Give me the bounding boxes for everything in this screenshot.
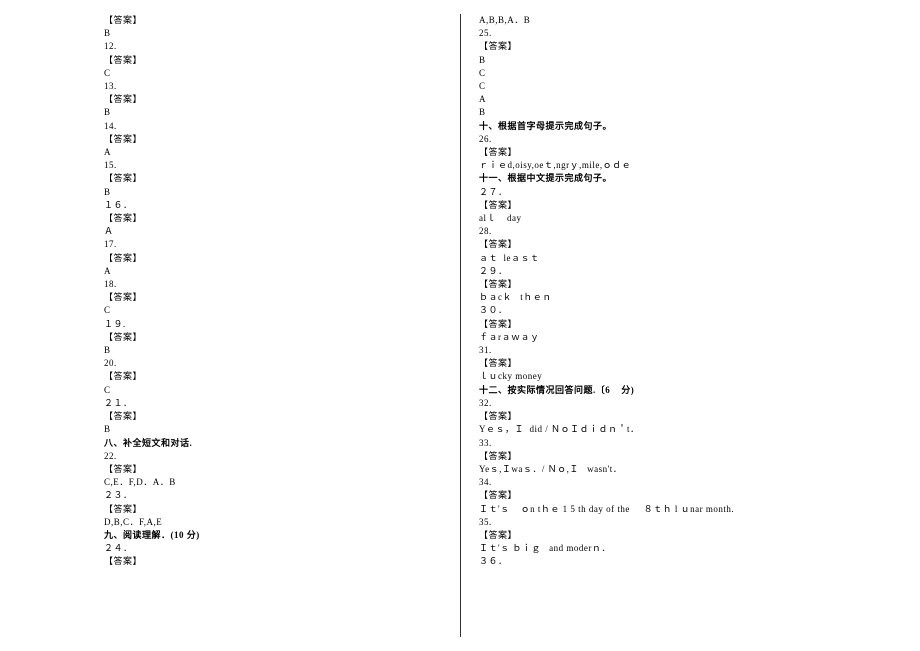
text-line: alｌ day xyxy=(479,212,920,225)
text-line: 14. xyxy=(104,120,460,133)
text-line: 【答案】 xyxy=(104,503,460,516)
text-line: C,E．F,D．A．B xyxy=(104,476,460,489)
text-line: 【答案】 xyxy=(104,252,460,265)
text-line: １６． xyxy=(104,199,460,212)
text-line: 33. xyxy=(479,437,920,450)
text-line: ｂａcｋ tｈｅｎ xyxy=(479,291,920,304)
text-line: C xyxy=(104,304,460,317)
text-line: A,B,B,A．B xyxy=(479,14,920,27)
text-line: 28. xyxy=(479,225,920,238)
text-line: 【答案】 xyxy=(479,146,920,159)
text-line: ３６． xyxy=(479,555,920,568)
text-line: 【答案】 xyxy=(104,54,460,67)
text-line: 31. xyxy=(479,344,920,357)
text-line: 【答案】 xyxy=(479,278,920,291)
text-line: C xyxy=(104,384,460,397)
text-line: 【答案】 xyxy=(104,172,460,185)
text-line: 【答案】 xyxy=(479,410,920,423)
text-line: 【答案】 xyxy=(479,40,920,53)
text-line: ２４． xyxy=(104,542,460,555)
text-line: C xyxy=(104,67,460,80)
text-line: 【答案】 xyxy=(479,529,920,542)
text-line: 12. xyxy=(104,40,460,53)
text-line: 八、补全短文和对话. xyxy=(104,437,460,450)
text-line: B xyxy=(104,106,460,119)
right-column: A,B,B,A．B25.【答案】BCCAB十、根据首字母提示完成句子。26.【答… xyxy=(460,14,920,637)
text-line: 十、根据首字母提示完成句子。 xyxy=(479,120,920,133)
text-line: 【答案】 xyxy=(479,489,920,502)
text-line: 26. xyxy=(479,133,920,146)
text-line: 15. xyxy=(104,159,460,172)
text-line: ２１． xyxy=(104,397,460,410)
left-column: 【答案】B12.【答案】C13.【答案】B14.【答案】A15.【答案】B１６．… xyxy=(0,14,460,637)
text-line: B xyxy=(479,54,920,67)
text-line: 17. xyxy=(104,238,460,251)
text-line: ａｔ leａｓｔ xyxy=(479,252,920,265)
text-line: 【答案】 xyxy=(479,199,920,212)
text-line: 【答案】 xyxy=(479,238,920,251)
text-line: 十一、根据中文提示完成句子。 xyxy=(479,172,920,185)
text-line: D,B,C．F,A,E xyxy=(104,516,460,529)
document-page: 【答案】B12.【答案】C13.【答案】B14.【答案】A15.【答案】B１６．… xyxy=(0,0,920,637)
text-line: B xyxy=(479,106,920,119)
text-line: Ｉｔ'ｓ ｏn tｈｅ 1 5 th day of the ８ｔｈ l ｕnar… xyxy=(479,503,920,516)
text-line: Ａ xyxy=(104,225,460,238)
text-line: B xyxy=(104,27,460,40)
text-line: 【答案】 xyxy=(104,291,460,304)
text-line: ２７． xyxy=(479,186,920,199)
text-line: 【答案】 xyxy=(479,318,920,331)
text-line: 九、阅读理解．(10 分) xyxy=(104,529,460,542)
text-line: Yeｓ,Ｉwaｓ．/ Ｎｏ,Ｉ wasn't． xyxy=(479,463,920,476)
text-line: 【答案】 xyxy=(104,331,460,344)
text-line: C xyxy=(479,80,920,93)
text-line: 【答案】 xyxy=(479,450,920,463)
text-line: B xyxy=(104,423,460,436)
text-line: 【答案】 xyxy=(104,463,460,476)
text-line: C xyxy=(479,67,920,80)
text-line: 18. xyxy=(104,278,460,291)
text-line: 【答案】 xyxy=(104,133,460,146)
text-line: Yｅｓ，Ｉ did / ＮｏＩｄｉｄｎ＇t． xyxy=(479,423,920,436)
text-line: 【答案】 xyxy=(104,93,460,106)
text-line: Ｉｔ'ｓ ｂｉｇ and moderｎ． xyxy=(479,542,920,555)
text-line: 【答案】 xyxy=(104,555,460,568)
text-line: 【答案】 xyxy=(104,212,460,225)
text-line: １９. xyxy=(104,318,460,331)
text-line: 32. xyxy=(479,397,920,410)
text-line: 【答案】 xyxy=(104,410,460,423)
text-line: ｌｕcky money xyxy=(479,370,920,383)
text-line: A xyxy=(479,93,920,106)
text-line: ｆａrａｗａｙ xyxy=(479,331,920,344)
text-line: B xyxy=(104,186,460,199)
text-line: 13. xyxy=(104,80,460,93)
text-line: A xyxy=(104,146,460,159)
text-line: 【答案】 xyxy=(104,370,460,383)
text-line: 25. xyxy=(479,27,920,40)
text-line: 20. xyxy=(104,357,460,370)
text-line: ｒｉｅd,oisy,oeｔ,ngrｙ,mile,ｏｄｅ xyxy=(479,159,920,172)
text-line: 34. xyxy=(479,476,920,489)
text-line: A xyxy=(104,265,460,278)
text-line: 【答案】 xyxy=(479,357,920,370)
text-line: 22. xyxy=(104,450,460,463)
text-line: 十二、按实际情况回答问题.〔6 分) xyxy=(479,384,920,397)
text-line: 35. xyxy=(479,516,920,529)
text-line: B xyxy=(104,344,460,357)
text-line: ３０． xyxy=(479,304,920,317)
text-line: 【答案】 xyxy=(104,14,460,27)
text-line: ２９． xyxy=(479,265,920,278)
text-line: ２３． xyxy=(104,489,460,502)
